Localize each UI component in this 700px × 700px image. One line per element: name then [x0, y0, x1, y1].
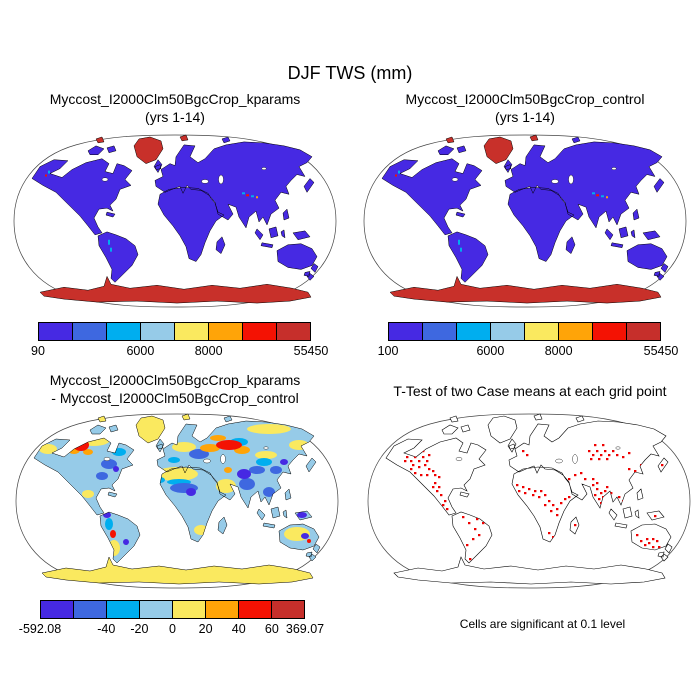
map-ttest [367, 413, 691, 589]
map-control [363, 134, 687, 308]
map-difference [15, 413, 339, 589]
colorbar-difference-labels: -592.08 -40 -20 0 20 40 60 369.07 [18, 622, 325, 636]
panel-control-title-line1: Myccost_I2000Clm50BgcCrop_control [405, 91, 645, 107]
figure-title: DJF TWS (mm) [287, 63, 413, 83]
panel-ttest-title: T-Test of two Case means at each grid po… [393, 383, 667, 399]
panel-diff-title: Myccost_I2000Clm50BgcCrop_kparams - Mycc… [10, 372, 340, 407]
panel-diff-title-line1: Myccost_I2000Clm50BgcCrop_kparams [49, 372, 301, 388]
panel-diff-title-line2: - Myccost_I2000Clm50BgcCrop_control [51, 389, 299, 406]
colorbar-kparams-labels: 90 6000 8000 55450 [31, 344, 329, 358]
colorbar-control-labels: 100 6000 8000 55450 [377, 344, 679, 358]
panel-control-title-line2: (yrs 1-14) [495, 108, 555, 125]
colorbar-difference [40, 600, 305, 619]
colorbar-control [388, 322, 661, 341]
panel-kparams-title: Myccost_I2000Clm50BgcCrop_kparams (yrs 1… [10, 91, 340, 126]
panel-kparams-title-line1: Myccost_I2000Clm50BgcCrop_kparams [49, 91, 301, 107]
panel-control-title: Myccost_I2000Clm50BgcCrop_control (yrs 1… [360, 91, 690, 126]
map-kparams [13, 134, 337, 308]
significant-cells [404, 444, 664, 561]
colorbar-kparams [38, 322, 311, 341]
ttest-caption: Cells are significant at 0.1 level [459, 617, 626, 631]
panel-kparams-title-line2: (yrs 1-14) [145, 108, 205, 125]
